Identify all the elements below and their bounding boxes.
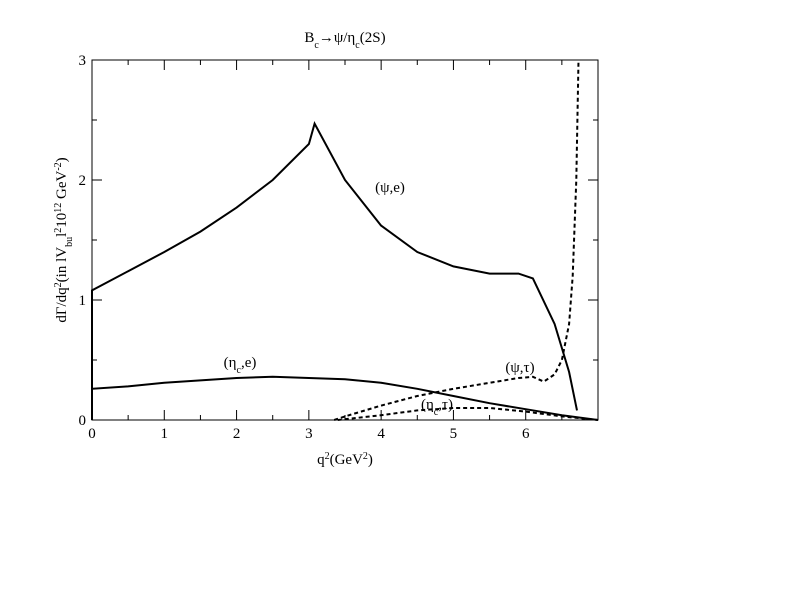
text-part: c bbox=[314, 40, 319, 51]
series-line bbox=[91, 120, 578, 420]
series-line bbox=[337, 407, 599, 421]
x-tick-label: 2 bbox=[233, 426, 241, 442]
text-part: c bbox=[434, 407, 439, 418]
x-tick-label: 0 bbox=[88, 426, 96, 442]
text-part: (in lV bbox=[54, 247, 70, 283]
text-part: ) bbox=[368, 452, 373, 468]
x-tick-label: 3 bbox=[305, 426, 313, 442]
text-part: 2 bbox=[53, 282, 64, 287]
text-part: ,e) bbox=[241, 355, 256, 371]
chart-title: Bc→ψ/ηc(2S) bbox=[304, 30, 385, 51]
series-label: (ψ,e) bbox=[375, 180, 405, 196]
x-tick-label: 5 bbox=[450, 426, 458, 442]
x-tick-label: 1 bbox=[161, 426, 169, 442]
x-axis-label: q2(GeV2) bbox=[317, 451, 373, 469]
text-part: B bbox=[304, 30, 314, 46]
text-part: bu bbox=[64, 237, 75, 247]
text-part: dΓ/dq bbox=[54, 287, 70, 323]
y-tick-label: 1 bbox=[79, 293, 87, 309]
series-label: (ηc,τ) bbox=[421, 397, 453, 418]
text-part: ,τ) bbox=[438, 397, 453, 413]
y-tick-label: 2 bbox=[79, 173, 87, 189]
text-part: l bbox=[54, 233, 70, 237]
text-part: (GeV bbox=[330, 452, 363, 468]
text-part: c bbox=[236, 365, 241, 376]
text-part: c bbox=[355, 40, 360, 51]
y-tick-label: 3 bbox=[79, 53, 87, 69]
series-line bbox=[91, 375, 599, 421]
text-part: (ψ,τ) bbox=[505, 360, 534, 376]
series-line bbox=[333, 59, 580, 421]
text-part: 10 bbox=[54, 213, 70, 228]
text-part: 12 bbox=[53, 203, 64, 213]
x-tick-label: 6 bbox=[522, 426, 530, 442]
y-axis-label: dΓ/dq2(in lVbul21012 GeV-2) bbox=[53, 157, 75, 322]
text-part: →ψ/η bbox=[319, 30, 356, 46]
text-part: GeV bbox=[54, 171, 70, 203]
text-part: 2 bbox=[363, 451, 368, 462]
text-part: q bbox=[317, 452, 325, 468]
x-tick-label: 4 bbox=[377, 426, 385, 442]
text-part: (η bbox=[224, 355, 237, 371]
text-part: (2S) bbox=[360, 30, 386, 46]
series-label: (ηc,e) bbox=[224, 355, 257, 376]
text-part: (ψ,e) bbox=[375, 180, 405, 196]
y-tick-label: 0 bbox=[79, 413, 87, 429]
text-part: 2 bbox=[325, 451, 330, 462]
text-part: 2 bbox=[53, 228, 64, 233]
text-part: (η bbox=[421, 397, 434, 413]
text-part: -2 bbox=[53, 162, 64, 170]
series-label: (ψ,τ) bbox=[505, 360, 534, 376]
text-part: ) bbox=[54, 157, 70, 162]
